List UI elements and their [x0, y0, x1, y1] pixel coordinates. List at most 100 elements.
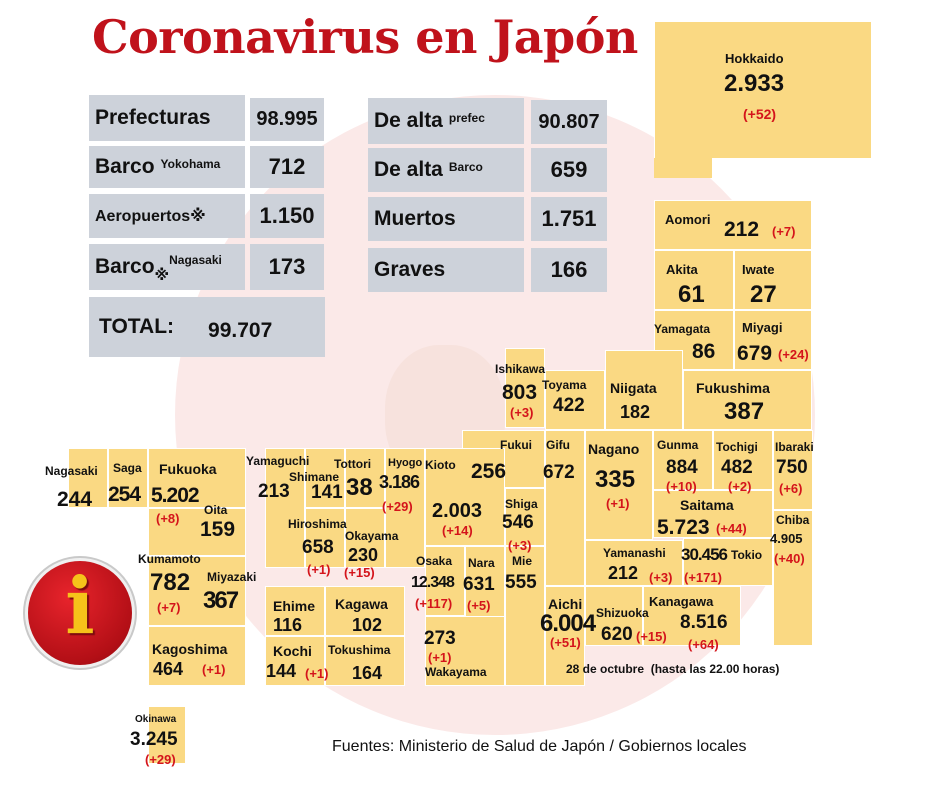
- nara-name: Nara: [468, 556, 495, 570]
- shizuoka-name: Shizuoka: [596, 606, 649, 620]
- ehime-value: 116: [273, 615, 303, 635]
- oita-value: 159: [200, 518, 236, 541]
- wakayama-delta: (+1): [428, 650, 452, 665]
- hyogo-delta: (+29): [382, 499, 413, 514]
- tottori-value: 38: [346, 474, 373, 501]
- shiga-delta: (+3): [508, 538, 532, 553]
- shiga-value: 546: [502, 512, 534, 533]
- oita-name: Oita: [204, 503, 228, 517]
- aichi-cell: [545, 586, 585, 686]
- kanagawa-name: Kanagawa: [649, 594, 714, 609]
- osaka-value: 12.348: [411, 574, 455, 591]
- kumamoto-cell: [148, 556, 246, 626]
- kagawa-cell: [325, 586, 405, 636]
- ishikawa-delta: (+3): [510, 405, 534, 420]
- saitama-delta: (+44): [716, 521, 747, 536]
- hyogo-name: Hyogo: [388, 457, 423, 469]
- niigata-value: 182: [620, 402, 651, 422]
- ibaraki-name: Ibaraki: [775, 440, 814, 454]
- yamagata-value: 86: [692, 340, 716, 363]
- kagoshima-name: Kagoshima: [152, 641, 228, 657]
- ibaraki-delta: (+6): [779, 481, 803, 496]
- kagawa-name: Kagawa: [335, 596, 388, 612]
- gifu-name: Gifu: [546, 438, 570, 452]
- tochigi-delta: (+2): [728, 479, 752, 494]
- tochigi-name: Tochigi: [716, 440, 758, 454]
- aomori-name: Aomori: [665, 212, 711, 227]
- toyama-name: Toyama: [542, 378, 587, 392]
- mie-value: 555: [505, 572, 537, 593]
- nagasaki-name: Nagasaki: [45, 464, 98, 478]
- saitama-value: 5.723: [657, 516, 710, 539]
- total-label: TOTAL:: [99, 315, 175, 338]
- tochigi-value: 482: [721, 457, 753, 478]
- shiga-name: Shiga: [505, 497, 538, 511]
- barco-yokohama-value: 712: [250, 146, 324, 188]
- tottori-name: Tottori: [334, 457, 372, 471]
- kioto-delta: (+14): [442, 523, 473, 538]
- ishikawa-value: 803: [502, 381, 538, 404]
- miyagi-value: 679: [737, 342, 773, 365]
- chiba-cell: [773, 510, 813, 646]
- de-alta-prefec-label: De alta prefec: [368, 98, 524, 144]
- fukuoka-value: 5.202: [151, 484, 200, 507]
- saitama-cell: [653, 490, 773, 538]
- yamanashi-name: Yamanashi: [603, 546, 666, 560]
- gunma-delta: (+10): [666, 479, 697, 494]
- fukuoka-delta: (+8): [156, 511, 180, 526]
- ishikawa-cell: [505, 348, 545, 428]
- aomori-cell: [654, 200, 812, 250]
- saga-value: 254: [108, 483, 141, 506]
- yamaguchi-value: 213: [258, 481, 290, 502]
- ehime-name: Ehime: [273, 598, 316, 614]
- info-icon[interactable]: i: [28, 561, 132, 665]
- mie-name: Mie: [512, 554, 533, 568]
- total-value: 99.707: [208, 319, 273, 342]
- barco-nagasaki-value: 173: [250, 244, 324, 290]
- aomori-value: 212: [724, 218, 760, 241]
- okayama-delta: (+15): [344, 565, 375, 580]
- chiba-delta: (+40): [774, 551, 805, 566]
- gunma-cell: [653, 430, 713, 490]
- akita-name: Akita: [666, 262, 698, 277]
- ibaraki-value: 750: [776, 457, 808, 478]
- muertos-value: 1.751: [531, 197, 607, 241]
- akita-value: 61: [678, 281, 705, 308]
- fukushima-name: Fukushima: [696, 380, 770, 396]
- hokkaido-name: Hokkaido: [725, 51, 784, 66]
- osaka-name: Osaka: [416, 554, 453, 568]
- aichi-delta: (+51): [550, 635, 581, 650]
- gunma-value: 884: [666, 457, 698, 478]
- muertos-label: Muertos: [368, 197, 524, 241]
- kagoshima-cell: [148, 626, 246, 686]
- chiba-name: Chiba: [776, 513, 810, 527]
- yamagata-name: Yamagata: [654, 322, 711, 336]
- aomori-delta: (+7): [772, 224, 796, 239]
- nagano-delta: (+1): [606, 496, 630, 511]
- yamanashi-cell: [585, 540, 683, 586]
- oita-cell: [148, 508, 246, 556]
- osaka-cell: [425, 546, 465, 616]
- kagoshima-delta: (+1): [202, 662, 226, 677]
- kioto-cell: [425, 448, 505, 546]
- tokushima-value: 164: [352, 663, 383, 683]
- niigata-cell: [605, 350, 683, 430]
- okayama-name: Okayama: [345, 529, 399, 543]
- tottori-cell: [345, 448, 385, 508]
- aeropuertos-value: 1.150: [250, 194, 324, 238]
- kanagawa-delta: (+64): [688, 637, 719, 652]
- wakayama-cell: [425, 616, 505, 686]
- kumamoto-name: Kumamoto: [138, 552, 201, 566]
- tochigi-cell: [713, 430, 773, 490]
- date-note: 28 de octubre (hasta las 22.00 horas): [566, 662, 780, 676]
- kanagawa-value: 8.516: [680, 612, 728, 633]
- shizuoka-value: 620: [601, 624, 633, 645]
- ehime-cell: [265, 586, 325, 636]
- miyagi-delta: (+24): [778, 347, 809, 362]
- toyama-value: 422: [553, 395, 585, 416]
- de-alta-barco-value: 659: [531, 148, 607, 192]
- tokushima-cell: [325, 636, 405, 686]
- kioto-name: Kioto: [425, 458, 456, 472]
- kumamoto-value: 782: [150, 569, 191, 596]
- tokio-cell: [683, 538, 773, 586]
